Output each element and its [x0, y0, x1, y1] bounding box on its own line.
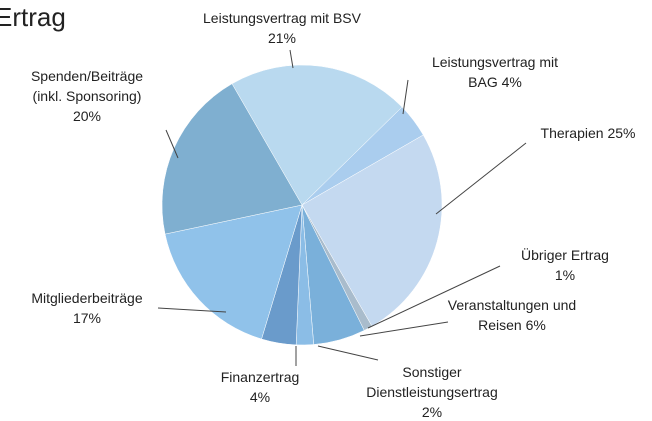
value-label: 17% — [72, 310, 102, 326]
value-label: 4% — [501, 74, 522, 90]
value-label: 6% — [525, 317, 546, 333]
pie-slice — [301, 134, 443, 327]
chart-title: Ertrag — [0, 2, 66, 32]
value-label: 4% — [249, 389, 271, 405]
category-label: Finanzertrag — [220, 369, 300, 385]
value-label: 1% — [554, 267, 576, 283]
slice-label: Veranstaltungen und Reisen 6% — [442, 295, 582, 335]
category-label: Therapien — [540, 125, 604, 141]
value-label: 20% — [72, 108, 102, 124]
slice-label: Übriger Ertrag 1% — [510, 245, 620, 285]
pie-slice — [164, 204, 303, 340]
leader-line — [402, 79, 409, 115]
leader-line — [359, 321, 449, 337]
category-label: Veranstaltungen und Reisen — [447, 297, 577, 333]
leader-line — [289, 49, 294, 69]
category-label: Übriger Ertrag — [521, 247, 609, 263]
slice-label: Leistungsvertrag mit BAG 4% — [420, 52, 570, 92]
category-label: Leistungsvertrag mit BSV — [203, 10, 361, 26]
pie-slice — [231, 64, 403, 206]
value-label: 21% — [267, 30, 297, 46]
slice-label: Finanzertrag 4% — [210, 367, 310, 407]
leader-line — [157, 307, 227, 313]
leader-line — [165, 129, 179, 159]
category-label: Leistungsvertrag mit BAG — [431, 54, 559, 90]
category-label: Sonstiger Dienstleistungsertrag — [366, 364, 498, 400]
slice-label: Therapien 25% — [518, 123, 652, 143]
slice-label: Leistungsvertrag mit BSV 21% — [202, 8, 362, 48]
slice-label: Mitgliederbeiträge 17% — [17, 288, 157, 328]
leader-line — [435, 142, 527, 215]
slice-label: Spenden/Beiträge (inkl. Sponsoring) 20% — [17, 66, 157, 126]
category-label: Mitgliederbeiträge — [31, 290, 143, 306]
value-label: 2% — [421, 404, 443, 420]
leader-line — [317, 345, 379, 361]
leader-line — [367, 265, 501, 329]
category-label: Spenden/Beiträge (inkl. Sponsoring) — [30, 68, 144, 104]
slice-label: Sonstiger Dienstleistungsertrag 2% — [355, 362, 510, 421]
value-label: 25% — [607, 125, 636, 141]
